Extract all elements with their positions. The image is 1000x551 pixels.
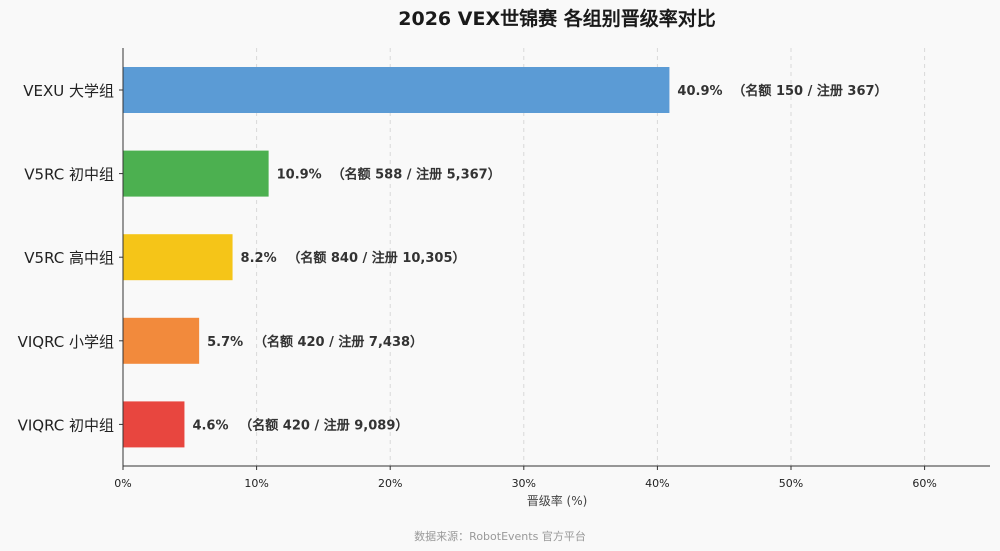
value-label: 4.6% (192, 418, 228, 433)
category-label: VEXU 大学组 (23, 82, 114, 100)
bar (123, 150, 269, 197)
x-tick-label: 0% (114, 477, 131, 490)
chart-title: 2026 VEX世锦赛 各组别晋级率对比 (398, 7, 715, 30)
detail-label: （名额 420 / 注册 7,438） (254, 334, 423, 350)
x-tick-label: 10% (244, 477, 268, 490)
x-tick-label: 40% (645, 477, 669, 490)
category-label: VIQRC 初中组 (18, 416, 114, 434)
source-note: 数据来源：RobotEvents 官方平台 (414, 529, 586, 543)
detail-label: （名额 588 / 注册 5,367） (332, 167, 501, 183)
bar (123, 401, 185, 448)
grid-lines (119, 48, 926, 470)
x-tick-label: 50% (779, 477, 803, 490)
bar (123, 234, 233, 281)
value-label: 10.9% (277, 168, 322, 183)
x-tick-label: 20% (378, 477, 402, 490)
bars (123, 67, 670, 448)
bar (123, 317, 200, 364)
value-label: 5.7% (207, 335, 243, 350)
x-axis-title: 晋级率 (%) (527, 493, 588, 508)
category-label: V5RC 高中组 (24, 249, 114, 267)
x-tick-label: 60% (912, 477, 936, 490)
x-tick-label: 30% (512, 477, 536, 490)
category-label: VIQRC 小学组 (18, 333, 114, 351)
detail-label: （名额 150 / 注册 367） (732, 83, 887, 99)
detail-label: （名额 420 / 注册 9,089） (239, 417, 408, 433)
value-label: 8.2% (241, 251, 277, 266)
category-label: V5RC 初中组 (24, 166, 114, 184)
bar (123, 67, 670, 113)
value-label: 40.9% (677, 84, 722, 99)
labels: 0% 10% 20% 30% 40% 50% 60% VEXU 大学组 40.9% （名额 150… (18, 82, 937, 490)
detail-label: （名额 840 / 注册 10,305） (287, 250, 465, 266)
